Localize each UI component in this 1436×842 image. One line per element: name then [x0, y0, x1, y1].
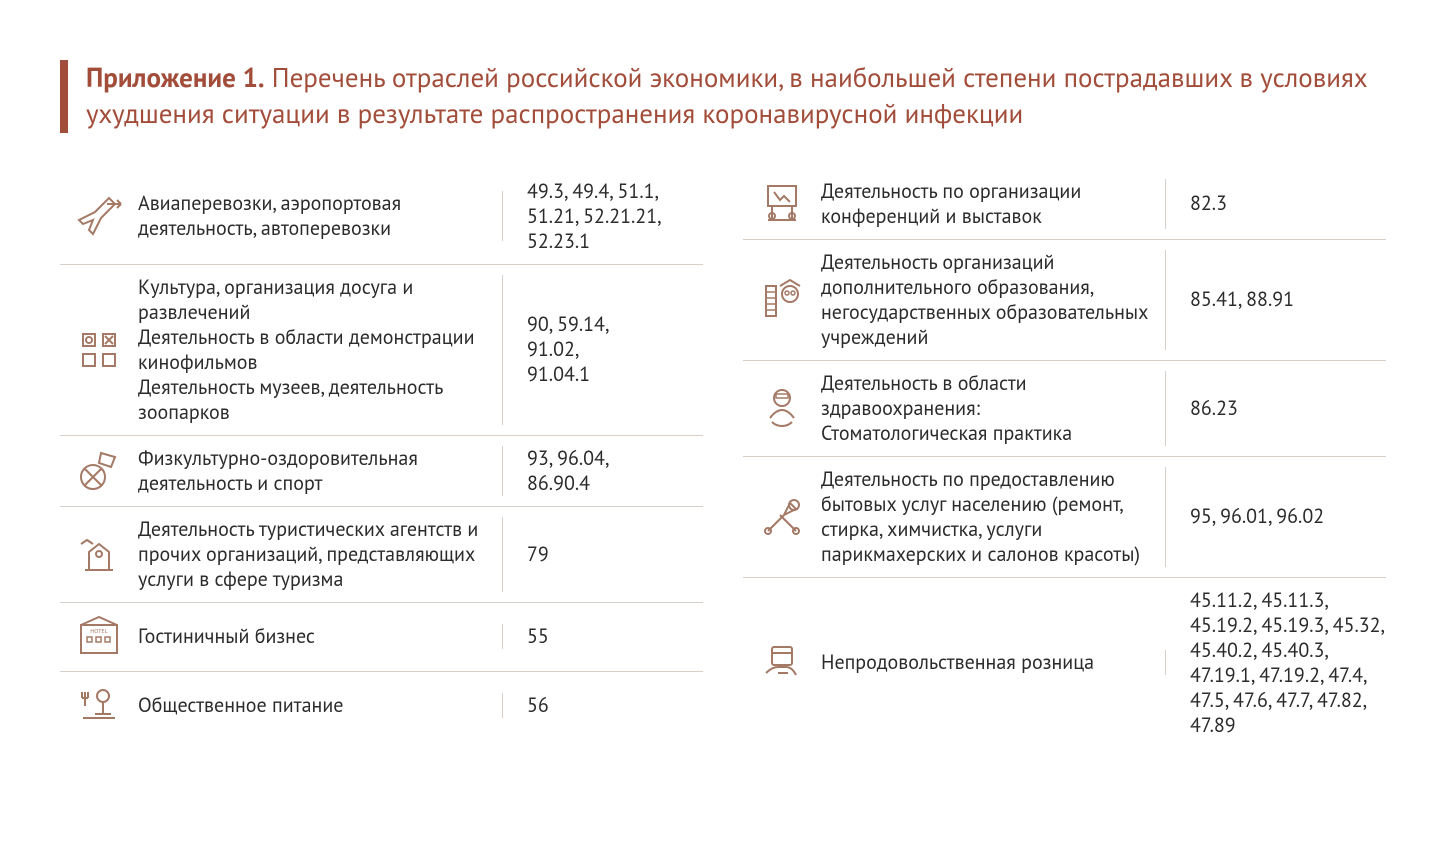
- row-desc: Физкультурно-оздоровительная деятельност…: [138, 446, 503, 496]
- row-desc: Деятельность по организации конференций …: [821, 179, 1166, 229]
- title-rest: Перечень отраслей российской экономики, …: [86, 61, 1367, 131]
- row-codes: 93, 96.04,86.90.4: [503, 446, 703, 496]
- table-row: Гостиничный бизнес 55: [60, 603, 703, 672]
- table-row: Авиаперевозки, аэропортовая деятельность…: [60, 169, 703, 265]
- table-row: Деятельность по организации конференций …: [743, 169, 1386, 240]
- conference-icon: [743, 180, 821, 228]
- retail-icon: [743, 639, 821, 687]
- accent-bar: [60, 60, 68, 133]
- row-codes: 95, 96.01, 96.02: [1166, 504, 1386, 529]
- education-icon: [743, 276, 821, 324]
- row-desc: Деятельность по предоставлению бытовых у…: [821, 467, 1166, 567]
- table-row: Непродовольственная розница 45.11.2, 45.…: [743, 578, 1386, 748]
- row-desc: Общественное питание: [138, 693, 503, 718]
- row-codes: 79: [503, 542, 703, 567]
- food-icon: [60, 682, 138, 730]
- row-desc: Авиаперевозки, аэропортовая деятельность…: [138, 191, 503, 241]
- table-row: Деятельность туристических агентств и пр…: [60, 507, 703, 603]
- row-desc: Деятельность в области здравоохранения:С…: [821, 371, 1166, 446]
- row-codes: 55: [503, 624, 703, 649]
- table-row: Деятельность в области здравоохранения:С…: [743, 361, 1386, 457]
- hotel-icon: [60, 613, 138, 661]
- table-row: Физкультурно-оздоровительная деятельност…: [60, 436, 703, 507]
- table-row: Культура, организация досуга и развлечен…: [60, 265, 703, 436]
- plane-icon: [60, 192, 138, 240]
- column-right: Деятельность по организации конференций …: [743, 169, 1386, 748]
- row-desc: Непродовольственная розница: [821, 650, 1166, 675]
- culture-icon: [60, 326, 138, 374]
- row-desc: Деятельность организаций дополнительного…: [821, 250, 1166, 350]
- tourism-icon: [60, 530, 138, 578]
- table-row: Деятельность по предоставлению бытовых у…: [743, 457, 1386, 578]
- table-row: Деятельность организаций дополнительного…: [743, 240, 1386, 361]
- row-codes: 85.41, 88.91: [1166, 287, 1386, 312]
- row-codes: 86.23: [1166, 396, 1386, 421]
- row-desc: Гостиничный бизнес: [138, 624, 503, 649]
- row-codes: 82.3: [1166, 191, 1386, 216]
- columns: Авиаперевозки, аэропортовая деятельность…: [60, 169, 1386, 748]
- row-codes: 56: [503, 693, 703, 718]
- table-row: Общественное питание 56: [60, 672, 703, 740]
- row-desc: Деятельность туристических агентств и пр…: [138, 517, 503, 592]
- column-left: Авиаперевозки, аэропортовая деятельность…: [60, 169, 703, 748]
- dental-icon: [743, 384, 821, 432]
- page-title: Приложение 1. Перечень отраслей российск…: [86, 60, 1386, 133]
- row-codes: 45.11.2, 45.11.3, 45.19.2, 45.19.3, 45.3…: [1166, 588, 1386, 738]
- sport-icon: [60, 447, 138, 495]
- title-prefix: Приложение 1.: [86, 61, 265, 95]
- row-codes: 49.3, 49.4, 51.1, 51.21, 52.21.21, 52.23…: [503, 179, 703, 254]
- row-desc: Культура, организация досуга и развлечен…: [138, 275, 503, 425]
- row-codes: 90, 59.14,91.02,91.04.1: [503, 312, 703, 387]
- page-title-block: Приложение 1. Перечень отраслей российск…: [60, 60, 1386, 133]
- services-icon: [743, 493, 821, 541]
